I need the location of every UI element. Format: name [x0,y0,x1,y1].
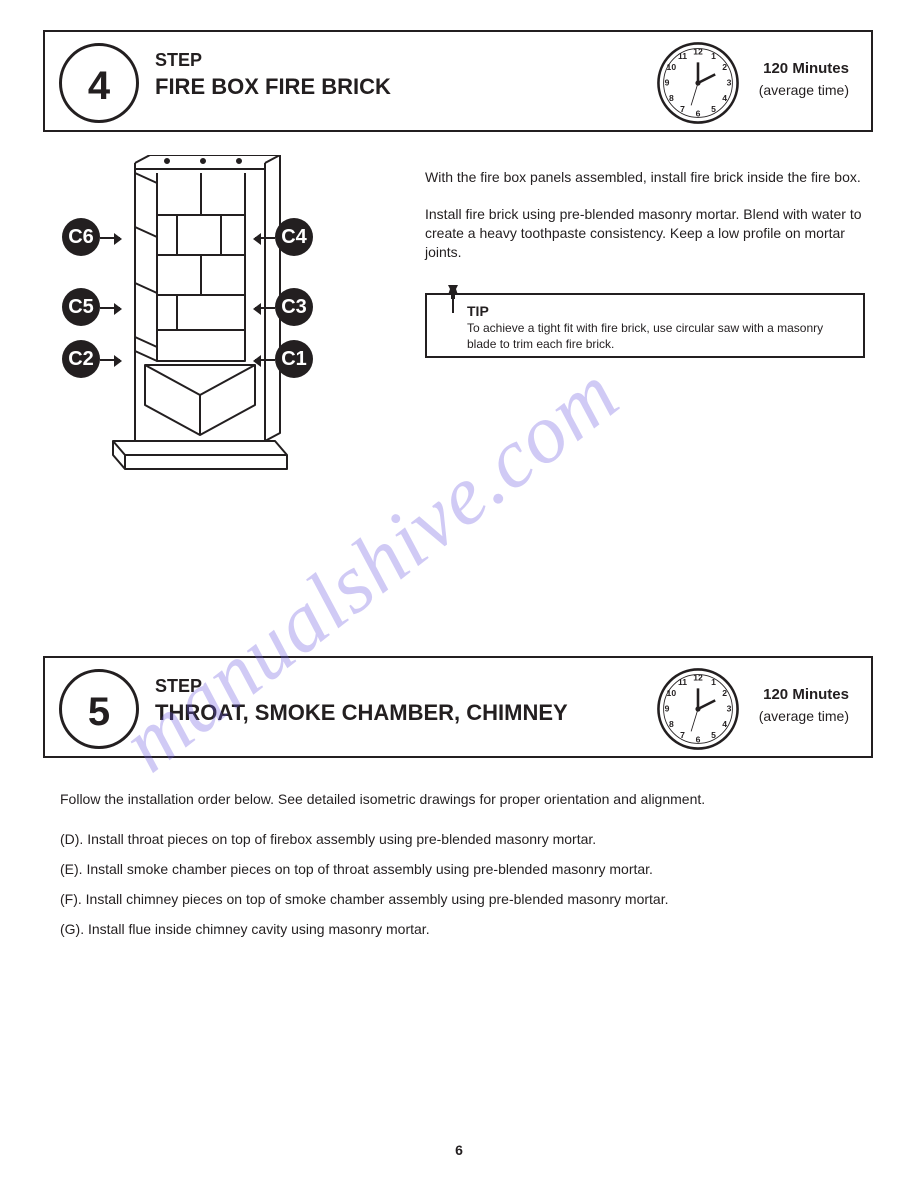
step4-minsub: (average time) [759,82,849,98]
step5-desc: Follow the installation order below. See… [60,790,860,809]
pushpin-icon [442,285,464,313]
step4-label: STEP [155,50,202,71]
clock-icon: 1212 345 678 91011 [655,666,741,752]
step5-d3: (F). Install chimney pieces on top of sm… [60,890,860,909]
svg-text:3: 3 [727,78,732,88]
callout-C5-arrow [100,307,120,309]
callout-C5: C5 [62,288,100,326]
svg-text:5: 5 [711,104,716,114]
step5-circle: 5 [59,669,139,749]
callout-C2-arrow [100,359,120,361]
callout-C4-arrow [255,237,275,239]
step5-d4: (G). Install flue inside chimney cavity … [60,920,860,939]
step5-title: THROAT, SMOKE CHAMBER, CHIMNEY [155,700,568,726]
callout-C3: C3 [275,288,313,326]
svg-text:3: 3 [727,704,732,714]
svg-text:9: 9 [665,78,670,88]
svg-text:10: 10 [667,688,677,698]
step5-minutes: 120 Minutes [763,686,849,703]
callout-C6-arrow [100,237,120,239]
step4-circle: 4 [59,43,139,123]
svg-text:6: 6 [696,109,701,119]
svg-text:12: 12 [693,47,703,57]
step5-d1: (D). Install throat pieces on top of fir… [60,830,860,849]
svg-text:4: 4 [722,93,727,103]
svg-text:11: 11 [678,677,687,687]
svg-text:9: 9 [665,704,670,714]
tip-box: TIP To achieve a tight fit with fire bri… [425,293,865,358]
clock-icon: 1212 345 678 91011 [655,40,741,126]
svg-text:7: 7 [680,730,685,740]
callout-C1-arrow [255,359,275,361]
callout-C6: C6 [62,218,100,256]
step5-label: STEP [155,676,202,697]
svg-text:5: 5 [711,730,716,740]
firebox-illustration [105,155,295,477]
step4-title: FIRE BOX FIRE BRICK [155,74,391,100]
svg-text:1: 1 [711,677,716,687]
page-number: 6 [455,1142,463,1158]
step4-minutes: 120 Minutes [763,60,849,77]
svg-text:7: 7 [680,104,685,114]
svg-text:8: 8 [669,93,674,103]
step4-banner: 4 STEP FIRE BOX FIRE BRICK 1212 345 678 … [43,30,873,132]
svg-text:1: 1 [711,51,716,61]
callout-C1: C1 [275,340,313,378]
callout-C3-arrow [255,307,275,309]
svg-text:4: 4 [722,719,727,729]
svg-text:11: 11 [678,51,687,61]
tip-text: To achieve a tight fit with fire brick, … [467,321,853,352]
step5-banner: 5 STEP THROAT, SMOKE CHAMBER, CHIMNEY 12… [43,656,873,758]
tip-label: TIP [467,303,489,319]
step5-d2: (E). Install smoke chamber pieces on top… [60,860,860,879]
step4-desc-1: With the fire box panels assembled, inst… [425,168,865,187]
callout-C4: C4 [275,218,313,256]
svg-text:2: 2 [722,688,727,698]
svg-text:12: 12 [693,673,703,683]
svg-text:8: 8 [669,719,674,729]
callout-C2: C2 [62,340,100,378]
svg-text:2: 2 [722,62,727,72]
svg-text:10: 10 [667,62,677,72]
step5-minsub: (average time) [759,708,849,724]
step4-desc-2: Install fire brick using pre-blended mas… [425,205,865,262]
svg-text:6: 6 [696,735,701,745]
